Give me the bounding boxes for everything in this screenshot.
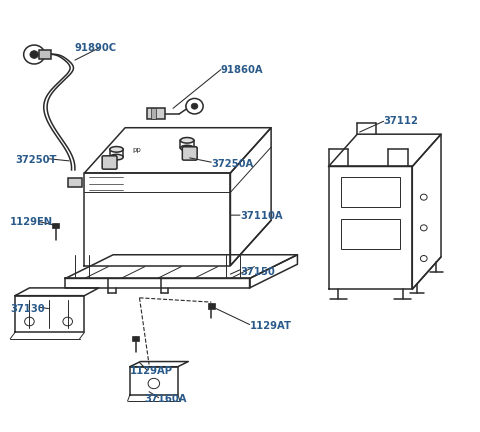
Text: 91860A: 91860A: [221, 65, 264, 75]
Circle shape: [186, 98, 203, 114]
Text: 91890C: 91890C: [75, 43, 117, 53]
Text: pp: pp: [133, 147, 142, 153]
Ellipse shape: [110, 154, 123, 160]
Ellipse shape: [110, 146, 123, 152]
Text: 1129EN: 1129EN: [10, 217, 53, 228]
Text: 37250A: 37250A: [211, 159, 253, 169]
Bar: [52, 223, 59, 228]
FancyBboxPatch shape: [182, 147, 197, 160]
Text: 1129AP: 1129AP: [130, 366, 173, 376]
Circle shape: [420, 194, 427, 200]
Text: 37112: 37112: [384, 116, 419, 126]
Circle shape: [30, 51, 38, 58]
FancyBboxPatch shape: [102, 156, 117, 169]
Text: 37110A: 37110A: [240, 211, 283, 221]
Bar: [39, 50, 51, 59]
Ellipse shape: [180, 137, 194, 143]
Text: 37150: 37150: [240, 267, 275, 277]
Circle shape: [24, 45, 45, 64]
Text: 37250T: 37250T: [15, 155, 57, 165]
Circle shape: [148, 378, 159, 389]
Circle shape: [420, 225, 427, 231]
Circle shape: [24, 317, 34, 326]
Circle shape: [191, 103, 198, 109]
Bar: [208, 303, 215, 308]
Ellipse shape: [180, 145, 194, 151]
Bar: [147, 108, 165, 119]
Bar: [132, 336, 139, 341]
Circle shape: [420, 255, 427, 261]
Text: 37130: 37130: [10, 304, 45, 314]
Circle shape: [63, 317, 72, 326]
Bar: [340, 219, 400, 249]
Text: 37160A: 37160A: [144, 394, 187, 404]
Bar: [68, 178, 82, 187]
Bar: [340, 177, 400, 206]
Bar: [152, 108, 156, 119]
Text: 1129AT: 1129AT: [250, 321, 291, 331]
